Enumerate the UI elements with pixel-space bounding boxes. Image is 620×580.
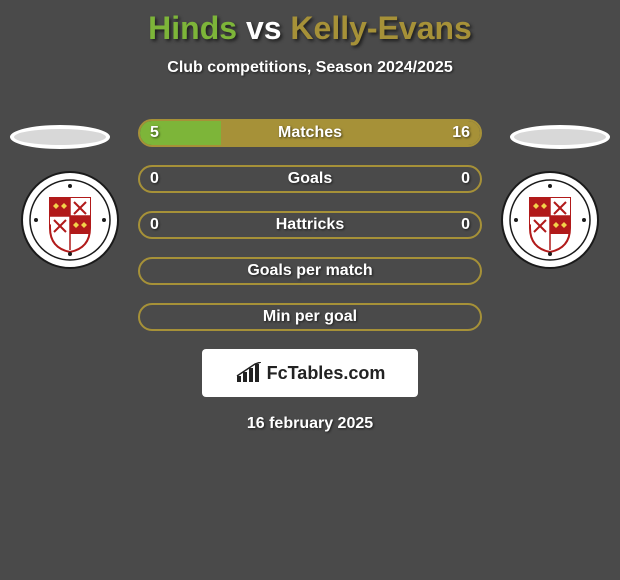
brand-chart-icon — [235, 362, 261, 384]
player2-name: Kelly-Evans — [290, 10, 471, 46]
brand-text: FcTables.com — [267, 363, 386, 384]
stat-value-left: 0 — [150, 213, 159, 237]
stat-value-left: 5 — [150, 121, 159, 145]
flag-left — [10, 125, 110, 149]
stat-value-right: 0 — [461, 213, 470, 237]
stats-container: Matches516Goals00Hattricks00Goals per ma… — [138, 119, 482, 331]
stat-value-right: 16 — [452, 121, 470, 145]
stat-label: Matches — [140, 121, 480, 145]
club-badge-left — [20, 170, 120, 270]
stat-row-1: Goals0 0 — [138, 165, 482, 193]
flag-right — [510, 125, 610, 149]
date-text: 16 february 2025 — [0, 415, 620, 433]
vs-text: vs — [246, 10, 282, 46]
stat-label: Goals per match — [140, 259, 480, 283]
stat-row-0: Matches5 16 — [138, 119, 482, 147]
stat-label: Goals — [140, 167, 480, 191]
brand-box: FcTables.com — [202, 349, 418, 397]
stat-value-right: 0 — [461, 167, 470, 191]
club-badge-right — [500, 170, 600, 270]
stat-label: Hattricks — [140, 213, 480, 237]
stat-row-2: Hattricks0 0 — [138, 211, 482, 239]
stat-row-4: Min per goal — [138, 303, 482, 331]
stat-label: Min per goal — [140, 305, 480, 329]
player1-name: Hinds — [148, 10, 237, 46]
stat-row-3: Goals per match — [138, 257, 482, 285]
stat-value-left: 0 — [150, 167, 159, 191]
subtitle: Club competitions, Season 2024/2025 — [0, 59, 620, 77]
page-title: Hinds vs Kelly-Evans — [0, 0, 620, 47]
